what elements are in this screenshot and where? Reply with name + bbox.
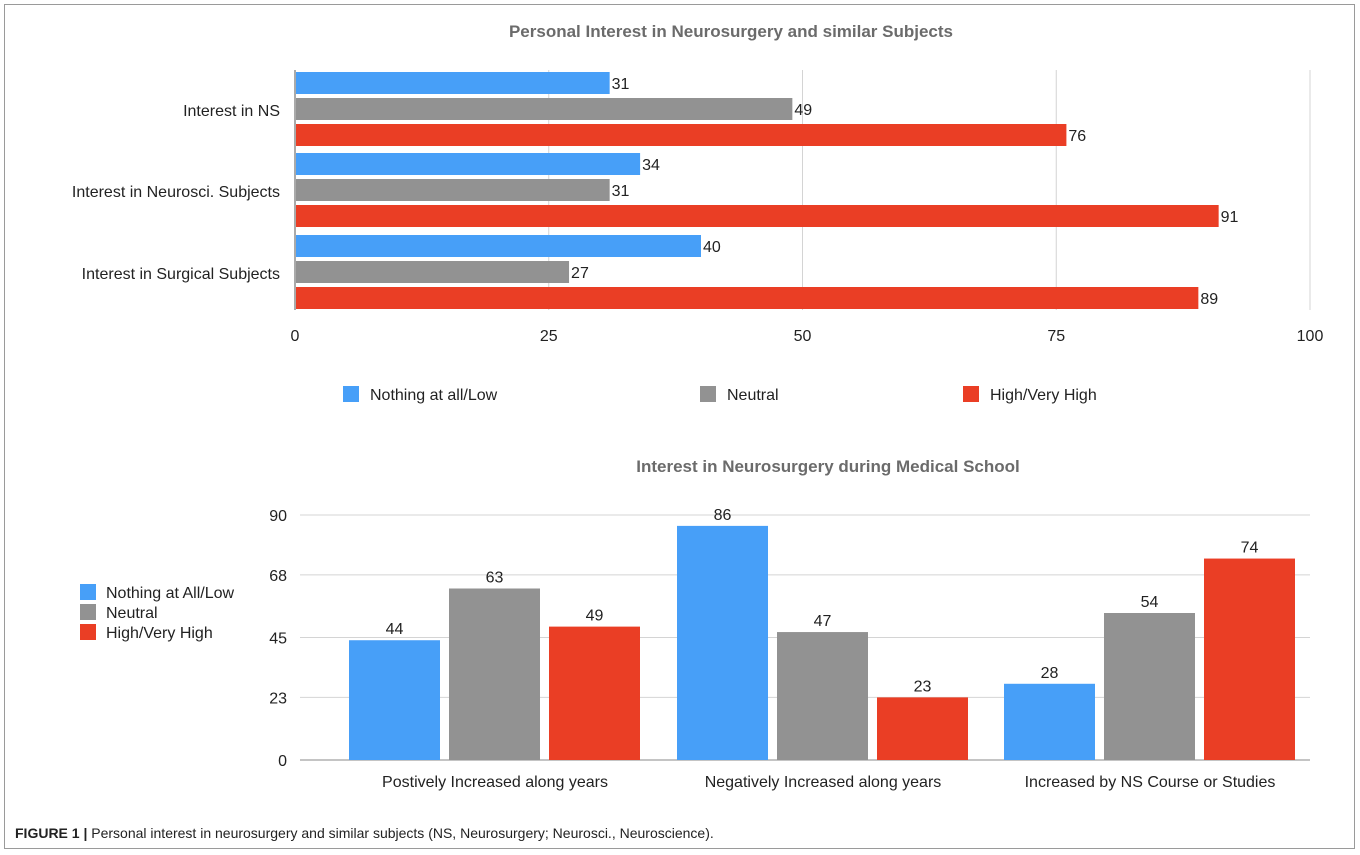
chart1-data-label: 31	[612, 76, 630, 93]
figure-caption: FIGURE 1 | Personal interest in neurosur…	[15, 825, 714, 841]
chart2-data-labels: 44 63 49 86 47 23 28 54 74	[386, 507, 1259, 696]
chart1-tick-labels: 0 25 50 75 100	[291, 328, 1324, 345]
chart2-bar	[877, 697, 968, 760]
chart2-tick-label: 0	[278, 753, 287, 770]
figure-charts: Personal Interest in Neurosurgery and si…	[72, 22, 1324, 791]
chart2-data-label: 54	[1141, 594, 1159, 611]
chart2-data-label: 74	[1241, 540, 1259, 557]
chart1-bars	[296, 72, 1219, 309]
chart1-legend-label: Neutral	[727, 387, 779, 404]
chart2-data-label: 47	[814, 613, 832, 630]
chart2-title: Interest in Neurosurgery during Medical …	[636, 457, 1020, 476]
chart1-title: Personal Interest in Neurosurgery and si…	[509, 22, 953, 41]
chart1-tick-label: 75	[1047, 328, 1065, 345]
chart1-bar	[296, 205, 1219, 227]
chart1-tick-label: 100	[1297, 328, 1324, 345]
chart2-bars	[349, 525, 1295, 760]
chart1-legend-label: High/Very High	[990, 387, 1097, 404]
chart1-bar	[296, 179, 610, 201]
chart1-bar	[296, 261, 570, 283]
chart1-legend-swatch	[343, 386, 359, 402]
chart1-data-label: 91	[1221, 209, 1239, 226]
chart1-legend-label: Nothing at all/Low	[370, 387, 498, 404]
chart2-data-label: 86	[714, 507, 732, 524]
chart1-legend-swatch	[700, 386, 716, 402]
chart1-bar	[296, 124, 1067, 146]
chart2-bar	[549, 626, 640, 760]
caption-label: FIGURE 1 |	[15, 825, 88, 841]
chart1-tick-label: 0	[291, 328, 300, 345]
chart2-bar	[1104, 613, 1195, 760]
chart1-bar	[296, 287, 1199, 309]
chart2-category-labels: Postively Increased along years Negativel…	[382, 774, 1275, 791]
chart2-data-label: 44	[386, 621, 404, 638]
chart2-legend-swatch	[80, 584, 96, 600]
chart2-data-label: 63	[486, 570, 504, 587]
chart1-category-label: Interest in NS	[183, 103, 280, 120]
chart2-bar	[449, 588, 540, 760]
chart2-data-label: 28	[1041, 665, 1059, 682]
chart2-tick-labels: 0 23 45 68 90	[269, 508, 287, 770]
chart1-data-label: 27	[571, 265, 589, 282]
chart2-category-label: Postively Increased along years	[382, 774, 608, 791]
chart1-data-label: 31	[612, 183, 630, 200]
chart2-bar	[349, 640, 440, 760]
chart2-category-label: Increased by NS Course or Studies	[1025, 774, 1276, 791]
chart1-bar	[296, 153, 641, 175]
chart1-category-label: Interest in Neurosci. Subjects	[72, 184, 280, 201]
chart1-category-labels: Interest in NS Interest in Neurosci. Subj…	[72, 103, 280, 283]
chart1-tick-label: 50	[794, 328, 812, 345]
chart2-legend: Nothing at All/Low Neutral High/Very High	[80, 584, 235, 642]
chart2-tick-label: 45	[269, 631, 287, 648]
chart2-tick-label: 90	[269, 508, 287, 525]
chart2-legend-label: High/Very High	[106, 625, 213, 642]
chart1-data-label: 89	[1200, 291, 1218, 308]
chart1-bar	[296, 98, 793, 120]
chart2-tick-label: 68	[269, 568, 287, 585]
chart1-tick-label: 25	[540, 328, 558, 345]
caption-text: Personal interest in neurosurgery and si…	[87, 825, 714, 841]
chart1-data-labels: 31 49 76 34 31 91 40 27 89	[571, 76, 1238, 308]
chart2-legend-label: Neutral	[106, 605, 158, 622]
chart2-legend-label: Nothing at All/Low	[106, 585, 235, 602]
chart1-data-label: 49	[794, 102, 812, 119]
chart-horizontal-bars: Personal Interest in Neurosurgery and si…	[72, 22, 1324, 404]
chart1-legend: Nothing at all/Low Neutral High/Very High	[343, 386, 1097, 404]
chart1-data-label: 34	[642, 157, 660, 174]
chart2-bar	[777, 632, 868, 760]
chart2-data-label: 49	[586, 608, 604, 625]
chart2-legend-swatch	[80, 604, 96, 620]
chart2-category-label: Negatively Increased along years	[705, 774, 942, 791]
chart1-legend-swatch	[963, 386, 979, 402]
chart2-data-label: 23	[914, 678, 932, 695]
chart2-bar	[1004, 683, 1095, 760]
chart1-data-label: 40	[703, 239, 721, 256]
chart1-bar	[296, 72, 610, 94]
chart-vertical-bars: Interest in Neurosurgery during Medical …	[80, 457, 1310, 791]
chart2-bar	[677, 525, 768, 760]
chart1-bar	[296, 235, 701, 257]
chart2-tick-label: 23	[269, 690, 287, 707]
chart1-data-label: 76	[1068, 128, 1086, 145]
chart2-legend-swatch	[80, 624, 96, 640]
chart1-category-label: Interest in Surgical Subjects	[82, 266, 280, 283]
chart2-bar	[1204, 558, 1295, 760]
